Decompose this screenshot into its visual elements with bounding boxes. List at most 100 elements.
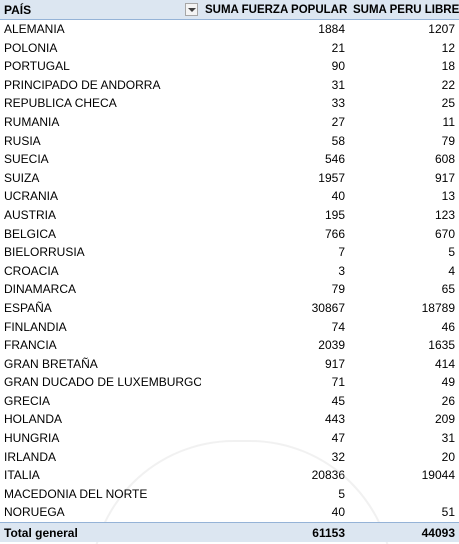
row-fuerza-popular-cell[interactable]: 32 bbox=[331, 449, 345, 464]
row-country-cell[interactable]: FRANCIA bbox=[4, 338, 57, 353]
row-fuerza-popular-cell[interactable]: 546 bbox=[324, 152, 345, 167]
table-row[interactable]: RUSIA 58 79 bbox=[0, 132, 459, 151]
row-peru-libre-cell[interactable] bbox=[349, 485, 459, 504]
table-row[interactable]: HUNGRIA 47 31 bbox=[0, 429, 459, 448]
row-peru-libre-cell[interactable]: 11 bbox=[442, 114, 455, 129]
row-peru-libre-cell[interactable]: 670 bbox=[434, 226, 455, 241]
row-country-cell[interactable]: GRAN DUCADO DE LUXEMBURGO bbox=[4, 375, 201, 390]
table-row[interactable]: FINLANDIA 74 46 bbox=[0, 318, 459, 337]
row-fuerza-popular-cell[interactable]: 1884 bbox=[318, 22, 345, 36]
table-row[interactable]: BELGICA 766 670 bbox=[0, 225, 459, 244]
row-peru-libre-cell[interactable]: 5 bbox=[448, 245, 455, 260]
row-country-cell[interactable]: AUSTRIA bbox=[4, 207, 57, 222]
row-peru-libre-cell[interactable]: 18789 bbox=[421, 300, 455, 315]
row-country-cell[interactable]: DINAMARCA bbox=[4, 282, 77, 297]
row-country-cell[interactable]: RUSIA bbox=[4, 133, 41, 148]
row-fuerza-popular-cell[interactable]: 74 bbox=[331, 319, 345, 334]
row-fuerza-popular-cell[interactable]: 31 bbox=[331, 77, 345, 92]
row-fuerza-popular-cell[interactable]: 47 bbox=[331, 431, 345, 446]
row-fuerza-popular-cell[interactable]: 58 bbox=[331, 133, 345, 148]
table-row[interactable]: POLONIA 21 12 bbox=[0, 39, 459, 58]
table-row[interactable]: GRAN DUCADO DE LUXEMBURGO 71 49 bbox=[0, 373, 459, 392]
row-fuerza-popular-cell[interactable]: 2039 bbox=[318, 338, 345, 353]
row-country-cell[interactable]: FINLANDIA bbox=[4, 319, 67, 334]
row-fuerza-popular-cell[interactable]: 766 bbox=[324, 226, 345, 241]
table-row[interactable]: PORTUGAL 90 18 bbox=[0, 57, 459, 76]
row-peru-libre-cell[interactable]: 4 bbox=[448, 263, 455, 278]
row-country-cell[interactable]: SUIZA bbox=[4, 170, 40, 185]
row-fuerza-popular-cell[interactable]: 45 bbox=[331, 393, 345, 408]
row-country-cell[interactable]: RUMANIA bbox=[4, 114, 60, 129]
row-fuerza-popular-cell[interactable]: 195 bbox=[324, 207, 345, 222]
row-country-cell[interactable]: IRLANDA bbox=[4, 449, 57, 464]
table-row[interactable]: MACEDONIA DEL NORTE 5 bbox=[0, 485, 459, 504]
row-country-cell[interactable]: CROACIA bbox=[4, 263, 59, 278]
row-country-cell[interactable]: POLONIA bbox=[4, 40, 58, 55]
row-country-cell[interactable]: REPUBLICA CHECA bbox=[4, 96, 117, 111]
table-row[interactable]: IRLANDA 32 20 bbox=[0, 448, 459, 467]
row-country-cell[interactable]: HOLANDA bbox=[4, 412, 63, 427]
row-fuerza-popular-cell[interactable]: 5 bbox=[338, 486, 345, 501]
row-peru-libre-cell[interactable]: 19044 bbox=[421, 468, 455, 483]
row-peru-libre-cell[interactable]: 123 bbox=[434, 207, 455, 222]
row-country-cell[interactable]: BIELORRUSIA bbox=[4, 245, 85, 260]
row-country-cell[interactable]: ITALIA bbox=[4, 468, 40, 483]
filter-dropdown-button[interactable] bbox=[185, 3, 198, 16]
table-row[interactable]: AUSTRIA 195 123 bbox=[0, 206, 459, 225]
row-country-cell[interactable]: BELGICA bbox=[4, 226, 57, 241]
table-row[interactable]: BIELORRUSIA 7 5 bbox=[0, 243, 459, 262]
row-peru-libre-cell[interactable]: 20 bbox=[441, 449, 455, 464]
row-country-cell[interactable]: NORUEGA bbox=[4, 505, 65, 520]
table-row[interactable]: SUIZA 1957 917 bbox=[0, 169, 459, 188]
row-peru-libre-cell[interactable]: 1635 bbox=[428, 338, 455, 353]
table-row[interactable]: ALEMANIA 1884 1207 bbox=[0, 20, 459, 39]
row-fuerza-popular-cell[interactable]: 30867 bbox=[311, 300, 345, 315]
row-peru-libre-cell[interactable]: 917 bbox=[434, 170, 455, 185]
row-fuerza-popular-cell[interactable]: 27 bbox=[331, 114, 345, 129]
row-fuerza-popular-cell[interactable]: 71 bbox=[331, 375, 345, 390]
row-country-cell[interactable]: MACEDONIA DEL NORTE bbox=[4, 486, 148, 501]
row-country-cell[interactable]: GRAN BRETAÑA bbox=[4, 356, 98, 371]
table-row[interactable]: SUECIA 546 608 bbox=[0, 150, 459, 169]
row-country-cell[interactable]: SUECIA bbox=[4, 152, 49, 167]
row-peru-libre-cell[interactable]: 26 bbox=[441, 393, 455, 408]
row-peru-libre-cell[interactable]: 1207 bbox=[428, 22, 455, 36]
total-row[interactable]: Total general 61153 44093 bbox=[0, 522, 459, 542]
row-fuerza-popular-cell[interactable]: 20836 bbox=[311, 468, 345, 483]
row-country-cell[interactable]: ESPAÑA bbox=[4, 300, 52, 315]
table-row[interactable]: REPUBLICA CHECA 33 25 bbox=[0, 94, 459, 113]
row-fuerza-popular-cell[interactable]: 79 bbox=[331, 282, 345, 297]
row-peru-libre-cell[interactable]: 13 bbox=[441, 189, 455, 204]
row-peru-libre-cell[interactable]: 22 bbox=[441, 77, 455, 92]
table-row[interactable]: GRECIA 45 26 bbox=[0, 392, 459, 411]
table-row[interactable]: ITALIA 20836 19044 bbox=[0, 466, 459, 485]
row-fuerza-popular-cell[interactable]: 7 bbox=[338, 245, 345, 260]
table-row[interactable]: GRAN BRETAÑA 917 414 bbox=[0, 355, 459, 374]
row-peru-libre-cell[interactable]: 414 bbox=[434, 356, 455, 371]
row-peru-libre-cell[interactable]: 65 bbox=[441, 282, 455, 297]
row-fuerza-popular-cell[interactable]: 90 bbox=[331, 59, 345, 74]
row-fuerza-popular-cell[interactable]: 3 bbox=[338, 263, 345, 278]
row-fuerza-popular-cell[interactable]: 917 bbox=[324, 356, 345, 371]
header-cell-pais[interactable]: PAÍS bbox=[0, 0, 201, 19]
row-peru-libre-cell[interactable]: 51 bbox=[441, 505, 455, 520]
table-row[interactable]: FRANCIA 2039 1635 bbox=[0, 336, 459, 355]
row-peru-libre-cell[interactable]: 46 bbox=[441, 319, 455, 334]
row-peru-libre-cell[interactable]: 18 bbox=[441, 59, 455, 74]
row-fuerza-popular-cell[interactable]: 1957 bbox=[318, 170, 345, 185]
table-row[interactable]: ESPAÑA 30867 18789 bbox=[0, 299, 459, 318]
table-row[interactable]: HOLANDA 443 209 bbox=[0, 410, 459, 429]
header-cell-peru-libre[interactable]: SUMA PERU LIBRE bbox=[353, 4, 459, 16]
table-row[interactable]: RUMANIA 27 11 bbox=[0, 113, 459, 132]
table-row[interactable]: DINAMARCA 79 65 bbox=[0, 280, 459, 299]
row-country-cell[interactable]: PRINCIPADO DE ANDORRA bbox=[4, 77, 161, 92]
table-row[interactable]: PRINCIPADO DE ANDORRA 31 22 bbox=[0, 76, 459, 95]
row-fuerza-popular-cell[interactable]: 33 bbox=[331, 96, 345, 111]
row-country-cell[interactable]: HUNGRIA bbox=[4, 431, 60, 446]
row-peru-libre-cell[interactable]: 49 bbox=[441, 375, 455, 390]
row-country-cell[interactable]: UCRANIA bbox=[4, 189, 59, 204]
row-peru-libre-cell[interactable]: 608 bbox=[434, 152, 455, 167]
row-peru-libre-cell[interactable]: 12 bbox=[441, 40, 455, 55]
table-row[interactable]: NORUEGA 40 51 bbox=[0, 503, 459, 522]
row-peru-libre-cell[interactable]: 209 bbox=[434, 412, 455, 427]
